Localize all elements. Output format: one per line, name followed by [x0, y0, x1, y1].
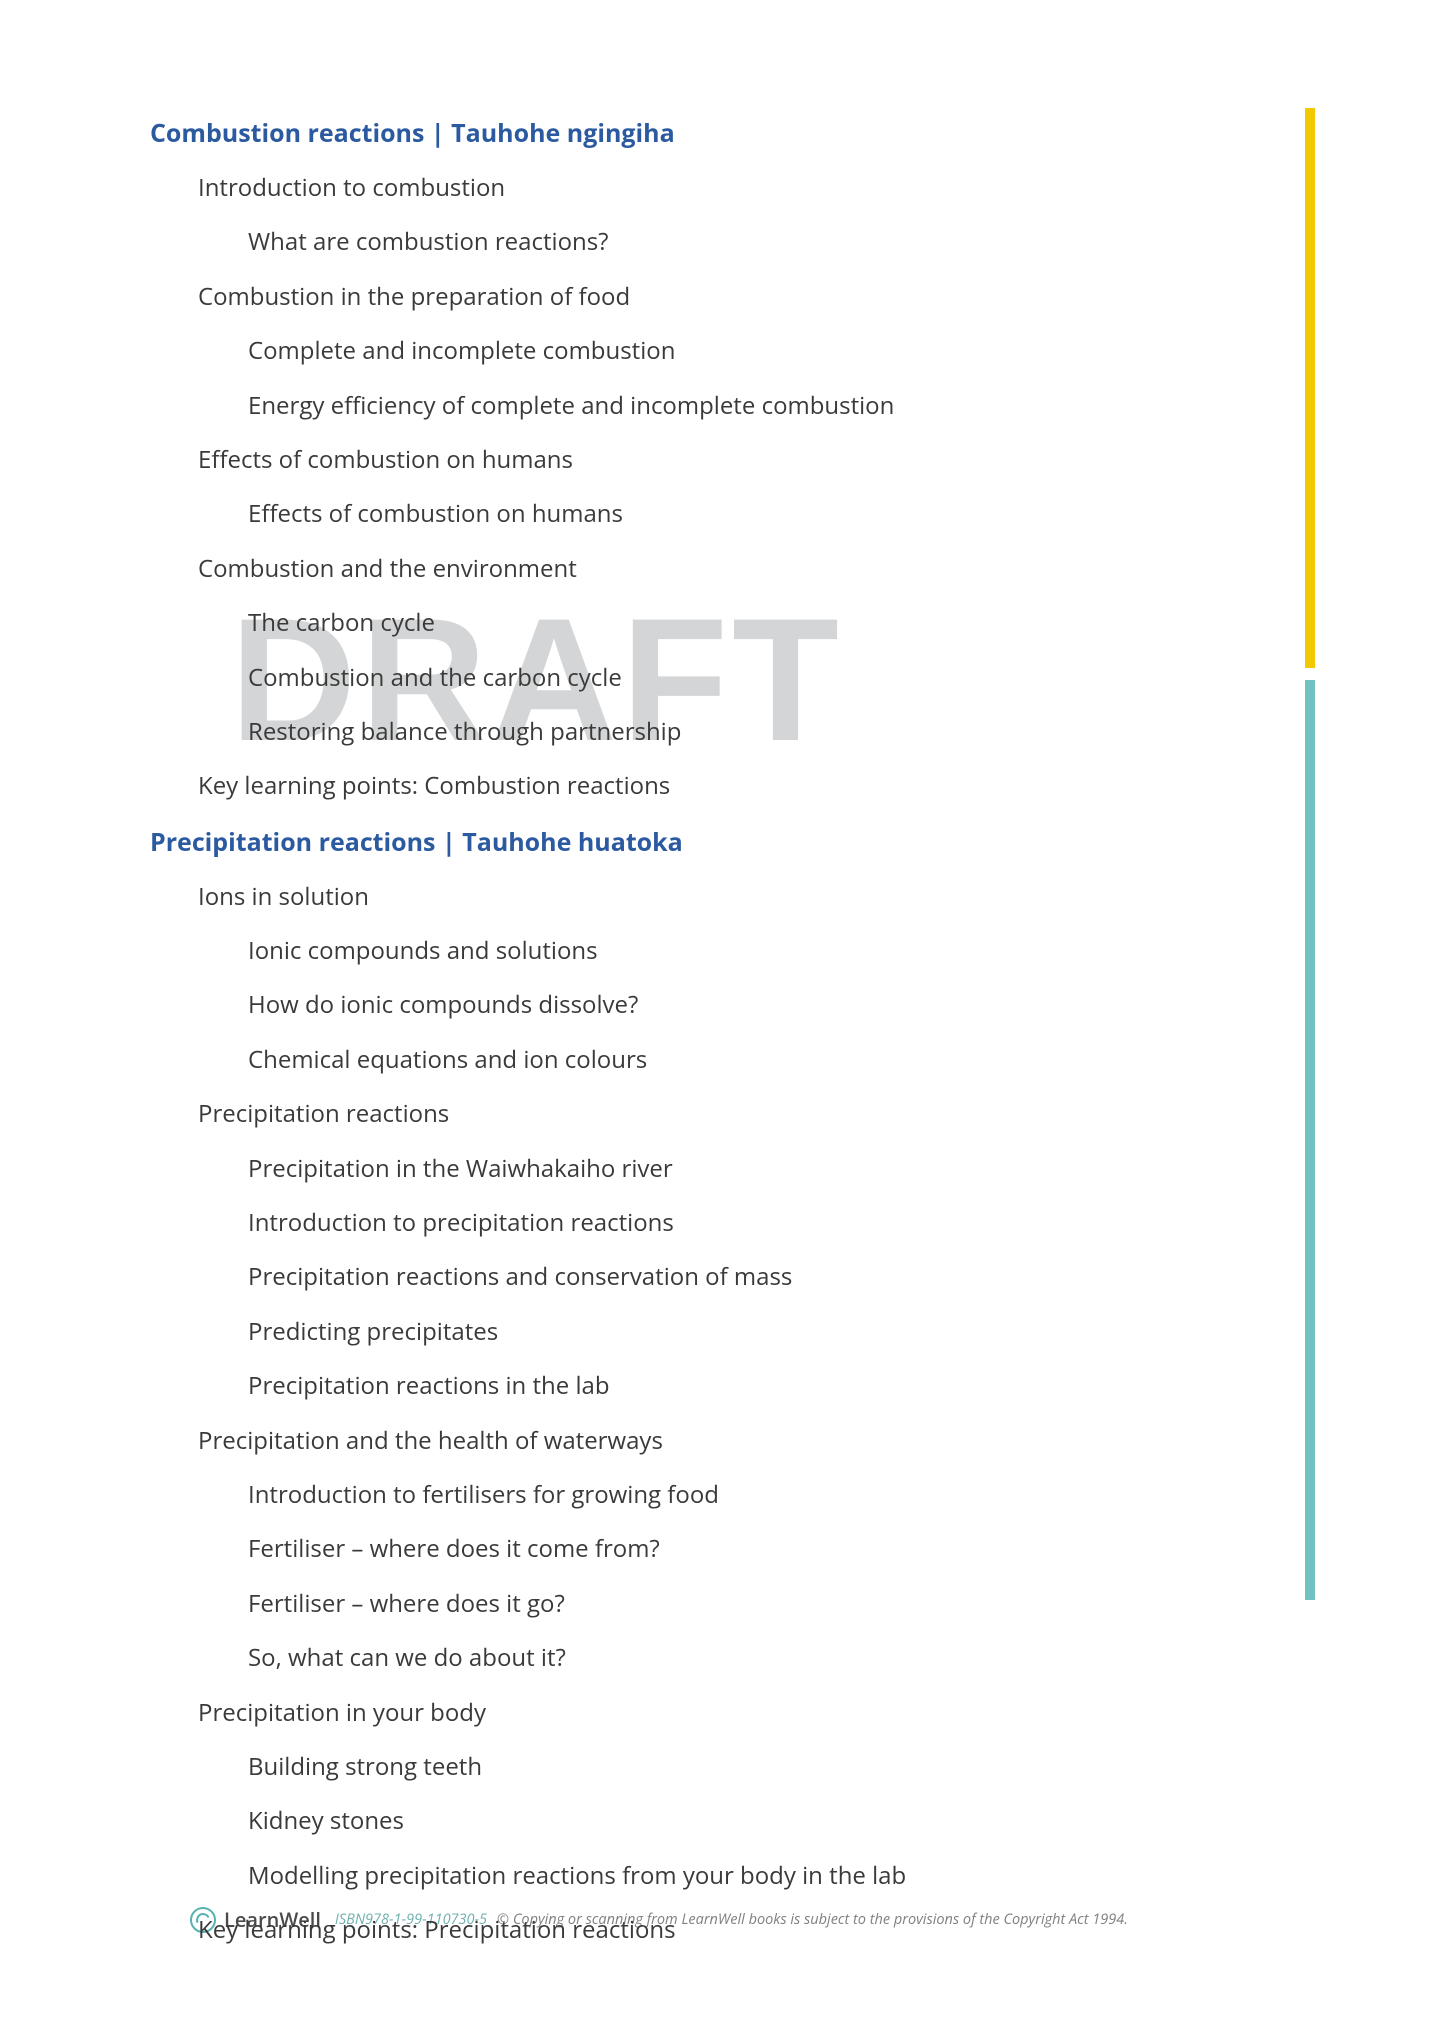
toc-entry: Ionic compounds and solutions [248, 935, 1305, 967]
toc-entry: How do ionic compounds dissolve? [248, 989, 1305, 1021]
section-heading: Combustion reactions | Tauhohe ngingiha [150, 116, 1305, 150]
toc-entry: Key learning points: Precipitation react… [198, 1914, 1305, 1946]
section-marker-combustion [1305, 108, 1315, 668]
toc-entry: Introduction to fertilisers for growing … [248, 1479, 1305, 1511]
toc-entry: Chemical equations and ion colours [248, 1044, 1305, 1076]
toc-entry: Introduction to combustion [198, 172, 1305, 204]
toc-entry: Precipitation reactions and conservation… [248, 1261, 1305, 1293]
toc-entry: Precipitation reactions [198, 1098, 1305, 1130]
toc-entry: Key learning points: Combustion reaction… [198, 770, 1305, 802]
toc-entry: Ions in solution [198, 881, 1305, 913]
toc-entry: Kidney stones [248, 1805, 1305, 1837]
toc-entry: Modelling precipitation reactions from y… [248, 1860, 1305, 1892]
toc-entry: The carbon cycle [248, 607, 1305, 639]
toc-entry: Energy efficiency of complete and incomp… [248, 390, 1305, 422]
toc-entry: Combustion and the carbon cycle [248, 662, 1305, 694]
toc-entry: What are combustion reactions? [248, 226, 1305, 258]
toc-entry: Fertiliser – where does it go? [248, 1588, 1305, 1620]
toc-entry: Precipitation in your body [198, 1697, 1305, 1729]
toc-entry: Precipitation and the health of waterway… [198, 1425, 1305, 1457]
toc-entry: Effects of combustion on humans [198, 444, 1305, 476]
toc-entry: Fertiliser – where does it come from? [248, 1533, 1305, 1565]
toc-entry: Combustion in the preparation of food [198, 281, 1305, 313]
section-marker-precipitation [1305, 680, 1315, 1600]
toc-entry: Precipitation in the Waiwhakaiho river [248, 1153, 1305, 1185]
section-heading: Precipitation reactions | Tauhohe huatok… [150, 825, 1305, 859]
toc-entry: Precipitation reactions in the lab [248, 1370, 1305, 1402]
toc-entry: Building strong teeth [248, 1751, 1305, 1783]
toc-entry: So, what can we do about it? [248, 1642, 1305, 1674]
toc-entry: Complete and incomplete combustion [248, 335, 1305, 367]
toc-entry: Effects of combustion on humans [248, 498, 1305, 530]
toc-entry: Predicting precipitates [248, 1316, 1305, 1348]
toc-entry: Introduction to precipitation reactions [248, 1207, 1305, 1239]
toc-content: Combustion reactions | Tauhohe ngingiha … [150, 116, 1305, 1947]
toc-entry: Restoring balance through partnership [248, 716, 1305, 748]
document-page: DRAFT Combustion reactions | Tauhohe ngi… [0, 0, 1445, 2043]
toc-entry: Combustion and the environment [198, 553, 1305, 585]
